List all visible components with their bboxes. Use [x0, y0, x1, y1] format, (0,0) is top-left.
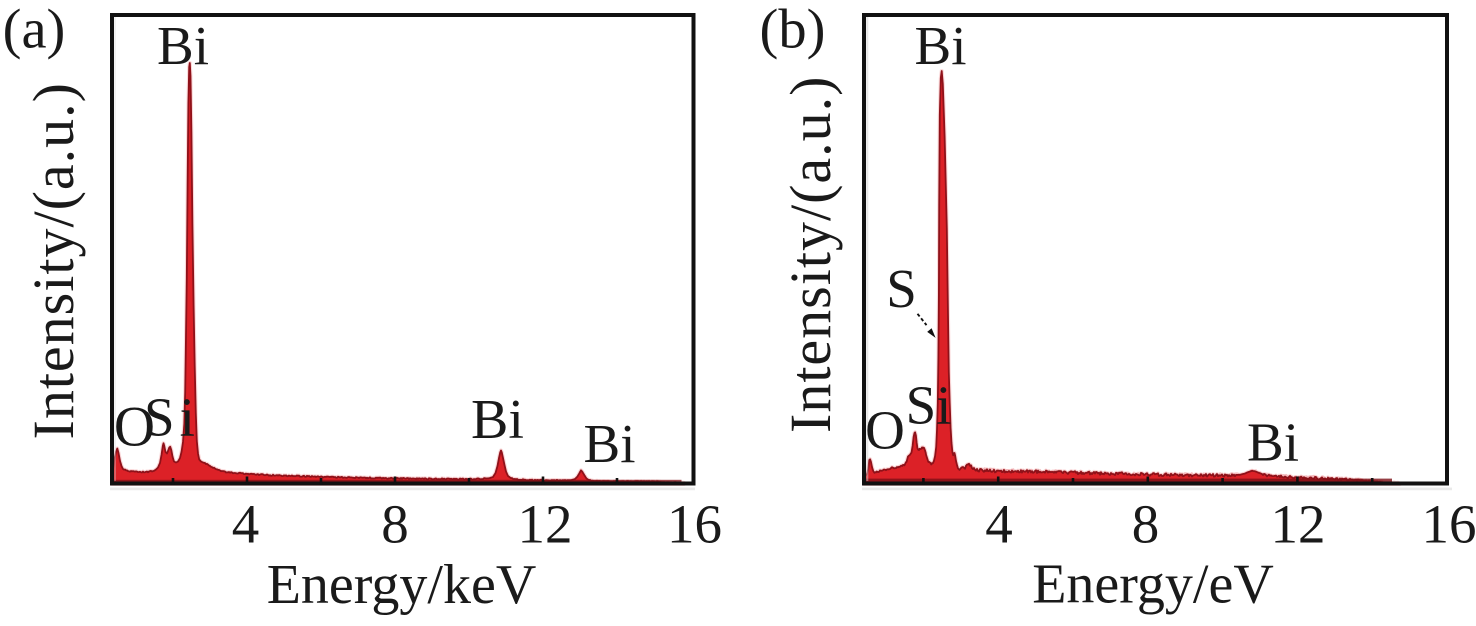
svg-text:Si: Si	[144, 387, 195, 448]
svg-text:O: O	[865, 400, 905, 461]
svg-text:Si: Si	[906, 375, 952, 436]
svg-text:8: 8	[1132, 494, 1160, 555]
svg-text:4: 4	[985, 494, 1013, 555]
svg-text:Energy/keV: Energy/keV	[267, 554, 537, 616]
svg-text:8: 8	[381, 493, 409, 554]
svg-text:Intensity/(a.u.): Intensity/(a.u.)	[21, 82, 86, 439]
svg-text:4: 4	[232, 493, 260, 554]
svg-text:Bi: Bi	[157, 15, 209, 76]
svg-text:16: 16	[667, 493, 722, 554]
svg-text:S: S	[886, 258, 917, 319]
svg-text:12: 12	[518, 493, 573, 554]
svg-text:Energy/eV: Energy/eV	[1032, 554, 1274, 616]
svg-text:Bi: Bi	[1247, 412, 1299, 473]
svg-text:(a): (a)	[3, 0, 66, 61]
svg-text:Bi: Bi	[584, 413, 636, 474]
svg-text:16: 16	[1422, 494, 1476, 555]
svg-text:Bi: Bi	[915, 15, 967, 76]
svg-text:(b): (b)	[760, 0, 826, 61]
svg-text:Bi: Bi	[471, 389, 524, 451]
svg-text:Intensity/(a.u.): Intensity/(a.u.)	[778, 76, 843, 433]
svg-text:12: 12	[1271, 494, 1326, 555]
